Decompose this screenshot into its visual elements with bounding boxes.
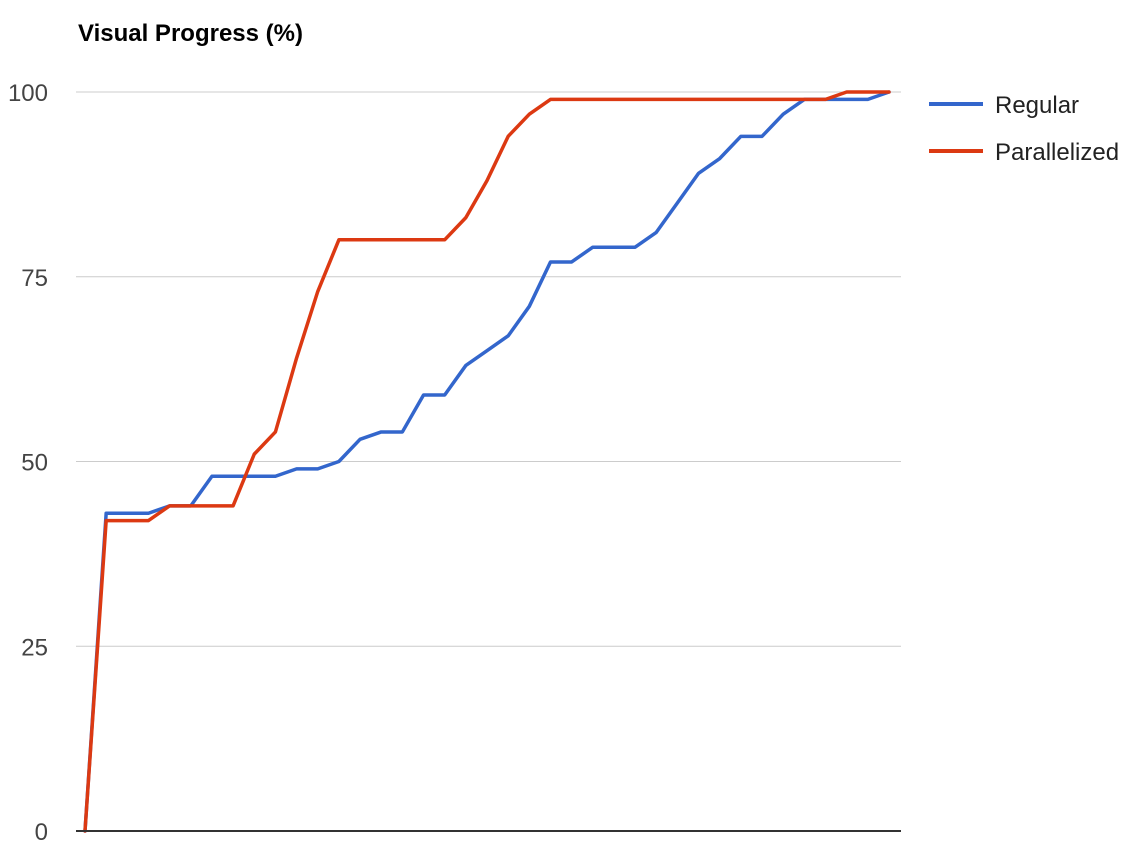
legend-item-regular: Regular (929, 92, 1079, 119)
y-tick-label: 100 (8, 80, 48, 107)
y-tick-label: 25 (21, 634, 48, 661)
gridlines (76, 91, 901, 647)
legend-item-parallelized: Parallelized (929, 139, 1119, 166)
y-tick-label: 75 (21, 265, 48, 292)
legend-label-regular: Regular (995, 92, 1079, 119)
series-line-regular (83, 90, 891, 833)
y-axis-tick-labels: 0 25 50 75 100 (8, 80, 48, 846)
y-tick-label: 50 (21, 450, 48, 477)
legend: Regular Parallelized (929, 92, 1119, 166)
chart-title: Visual Progress (%) (78, 20, 303, 47)
legend-label-parallelized: Parallelized (995, 139, 1119, 166)
series-line-parallelized (83, 90, 891, 833)
y-tick-label: 0 (35, 819, 48, 846)
series-lines (83, 90, 891, 833)
